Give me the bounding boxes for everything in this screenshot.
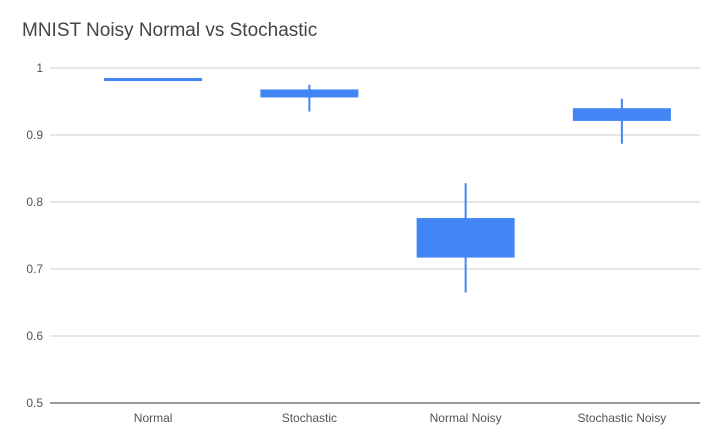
candle-box: [260, 89, 359, 98]
y-tick-label: 0.5: [26, 396, 43, 410]
y-tick-label: 0.8: [26, 195, 43, 209]
x-tick-label: Normal: [134, 411, 173, 425]
x-tick-label: Normal Noisy: [430, 411, 502, 425]
candle-box: [572, 108, 671, 121]
chart-title: MNIST Noisy Normal vs Stochastic: [22, 20, 318, 41]
x-tick-label: Stochastic Noisy: [578, 411, 667, 425]
x-tick-label: Stochastic: [282, 411, 337, 425]
candle-box: [416, 218, 515, 258]
y-tick-label: 0.9: [26, 128, 43, 142]
y-tick-label: 0.6: [26, 329, 43, 343]
y-tick-label: 1: [36, 61, 43, 75]
candle-box: [104, 78, 203, 82]
y-tick-label: 0.7: [26, 262, 43, 276]
